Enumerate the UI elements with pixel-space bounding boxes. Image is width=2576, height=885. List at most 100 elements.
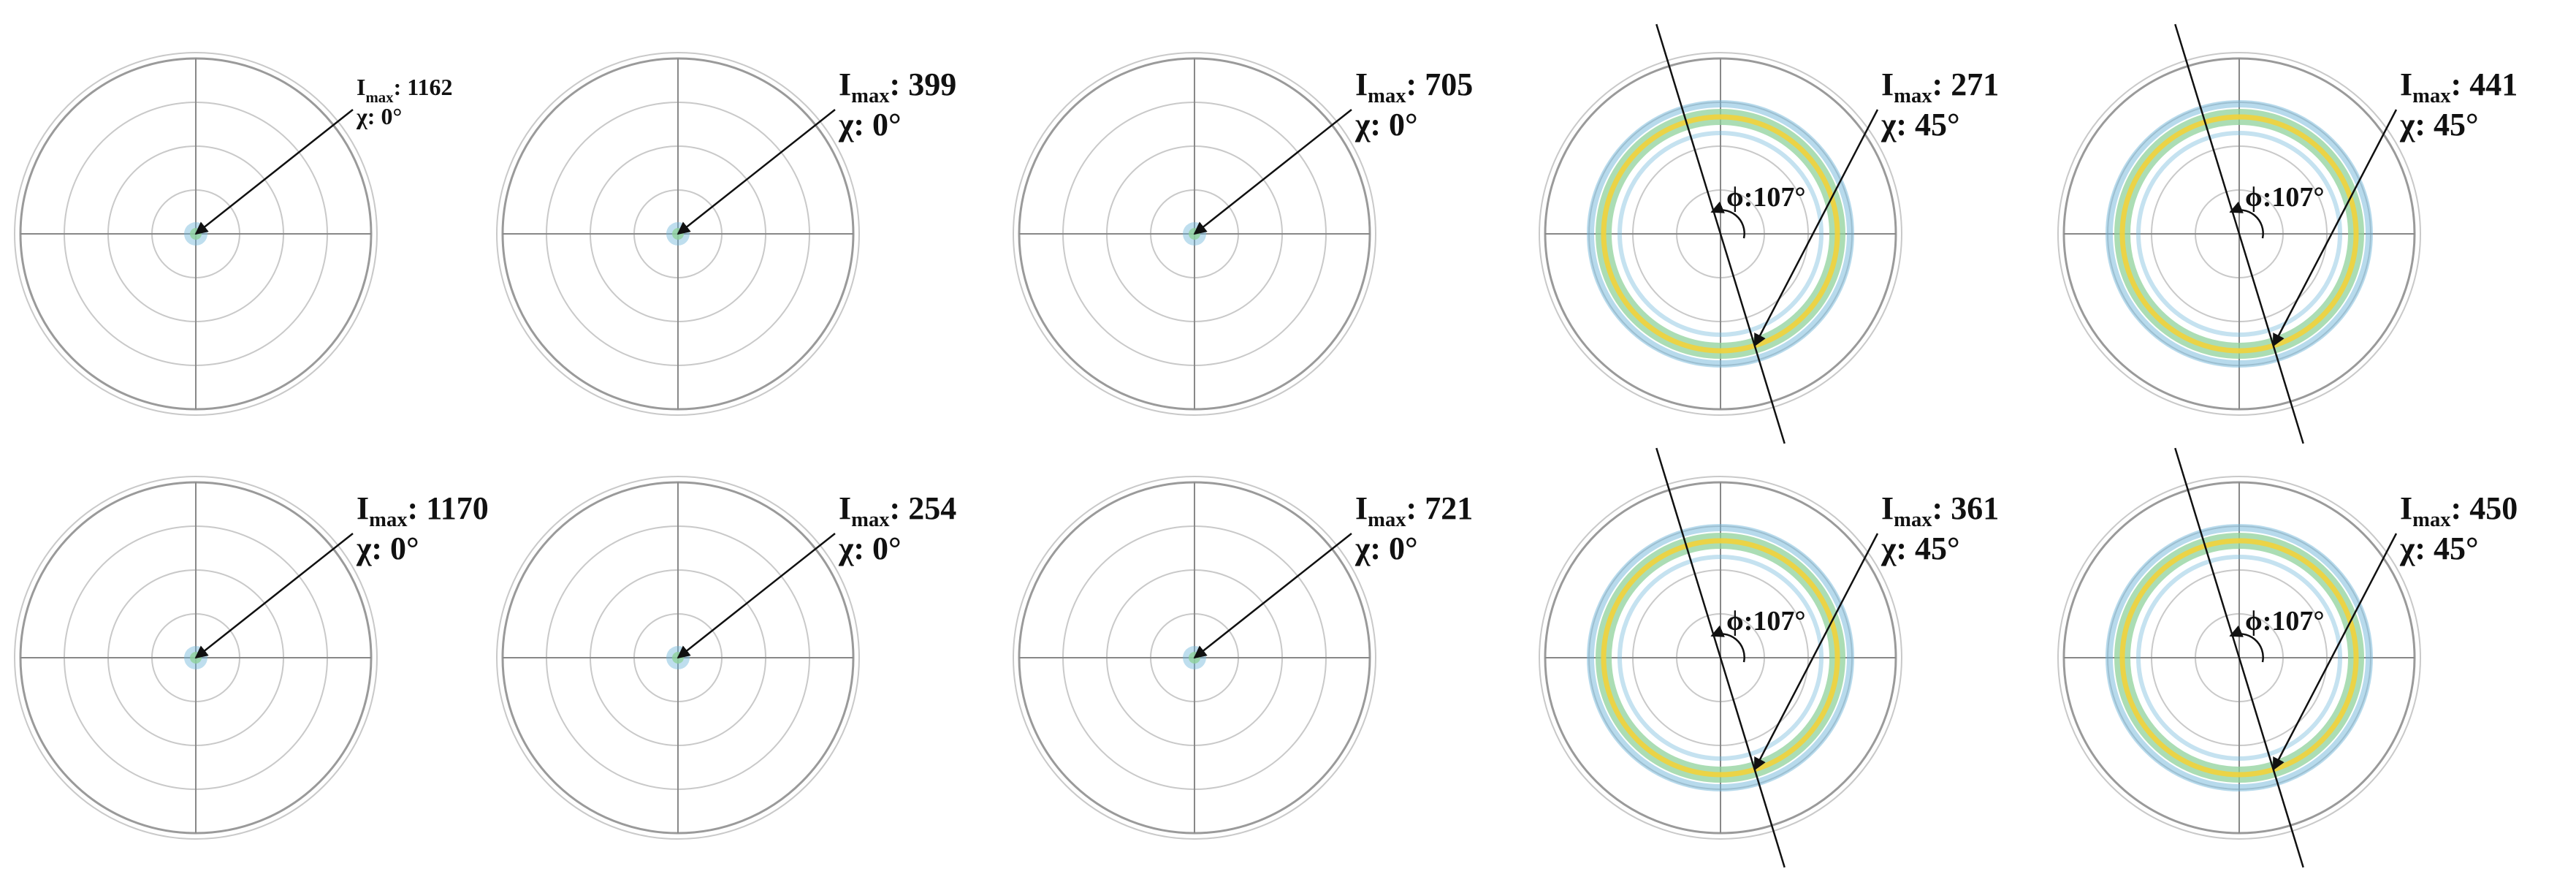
chi-label: χ: 0°	[838, 531, 902, 566]
imax-symbol: I	[839, 490, 851, 526]
chi-label: χ: 0°	[356, 531, 419, 566]
imax-subscript: max	[2412, 85, 2451, 107]
imax-label: Imax: 705	[1355, 67, 1473, 107]
phi-label: ϕ:107°	[1726, 606, 1806, 637]
phi-reference-line	[1655, 23, 1786, 444]
imax-value: : 721	[1406, 490, 1474, 526]
imax-subscript: max	[2412, 509, 2451, 531]
imax-subscript: max	[1894, 85, 1932, 107]
outer-circle	[1013, 52, 1376, 416]
annotation-arrow	[1753, 533, 1879, 771]
outer-circle	[14, 476, 378, 840]
imax-symbol: I	[357, 74, 365, 100]
imax-label: Imax: 450	[2400, 490, 2518, 531]
imax-value: : 441	[2451, 67, 2518, 102]
imax-symbol: I	[2400, 67, 2412, 102]
annotation-arrow	[1753, 109, 1879, 347]
phi-angle-arc	[2229, 625, 2264, 663]
imax-label: Imax: 1170	[357, 490, 489, 531]
imax-value: : 1170	[408, 490, 489, 526]
phi-angle-arc	[1710, 625, 1745, 663]
annotation-arrow	[2272, 533, 2398, 771]
imax-value: : 361	[1932, 490, 2000, 526]
imax-label: Imax: 441	[2400, 67, 2518, 107]
chi-label: χ: 0°	[838, 107, 902, 143]
intensity-ring-inner	[1617, 131, 1824, 337]
outer-circle	[14, 52, 378, 416]
chi-label: χ: 45°	[2399, 531, 2479, 566]
imax-subscript: max	[851, 85, 890, 107]
imax-symbol: I	[1355, 490, 1368, 526]
intensity-ring-inner	[2136, 131, 2342, 337]
intensity-ring-inner	[1617, 555, 1824, 761]
imax-value: : 1162	[394, 74, 453, 100]
imax-value: : 254	[890, 490, 957, 526]
chi-label: χ: 0°	[1354, 107, 1418, 143]
imax-subscript: max	[851, 509, 890, 531]
annotation-arrow	[677, 533, 836, 659]
phi-label: ϕ:107°	[1726, 182, 1806, 213]
imax-label: Imax: 271	[1881, 67, 1999, 107]
intensity-ring-peak	[2119, 538, 2359, 778]
imax-subscript: max	[1368, 85, 1406, 107]
imax-label: Imax: 254	[839, 490, 956, 531]
intensity-ring-outer	[1587, 524, 1854, 791]
imax-value: : 399	[890, 67, 957, 102]
phi-label: ϕ:107°	[2245, 182, 2325, 213]
intensity-ring-outer	[1587, 100, 1854, 368]
imax-symbol: I	[357, 490, 369, 526]
phi-angle-arc	[1710, 201, 1745, 239]
outer-circle	[1013, 476, 1376, 840]
imax-subscript: max	[1368, 509, 1406, 531]
imax-value: : 450	[2451, 490, 2518, 526]
outer-circle	[2057, 52, 2421, 416]
imax-symbol: I	[2400, 490, 2412, 526]
chi-label: χ: 45°	[1880, 531, 1960, 566]
imax-label: Imax: 1162	[357, 74, 452, 106]
intensity-ring-peak	[1601, 538, 1840, 778]
intensity-ring-inner	[2136, 555, 2342, 761]
imax-label: Imax: 721	[1355, 490, 1473, 531]
outer-circle	[496, 476, 860, 840]
chi-label: χ: 0°	[1354, 531, 1418, 566]
annotation-arrow	[194, 533, 354, 659]
annotation-arrow	[1193, 109, 1352, 235]
phi-reference-line	[2174, 447, 2304, 868]
imax-subscript: max	[1894, 509, 1932, 531]
imax-symbol: I	[839, 67, 851, 102]
phi-reference-line	[1655, 447, 1786, 868]
annotation-arrow	[194, 109, 354, 235]
outer-circle	[2057, 476, 2421, 840]
phi-angle-arc	[2229, 201, 2264, 239]
imax-label: Imax: 361	[1881, 490, 1999, 531]
annotation-arrow	[2272, 109, 2398, 347]
intensity-ring-peak	[2119, 114, 2359, 354]
imax-subscript: max	[365, 89, 394, 106]
imax-value: : 705	[1406, 67, 1474, 102]
imax-symbol: I	[1881, 67, 1894, 102]
chi-label: χ: 45°	[2399, 107, 2479, 143]
annotation-arrow	[677, 109, 836, 235]
imax-label: Imax: 399	[839, 67, 956, 107]
chi-label: χ: 0°	[356, 103, 402, 129]
phi-reference-line	[2174, 23, 2304, 444]
outer-circle	[1539, 476, 1902, 840]
imax-subscript: max	[369, 509, 408, 531]
chi-label: χ: 45°	[1880, 107, 1960, 143]
imax-symbol: I	[1881, 490, 1894, 526]
intensity-ring-peak	[1601, 114, 1840, 354]
imax-value: : 271	[1932, 67, 2000, 102]
intensity-ring-outer	[2106, 524, 2373, 791]
phi-label: ϕ:107°	[2245, 606, 2325, 637]
